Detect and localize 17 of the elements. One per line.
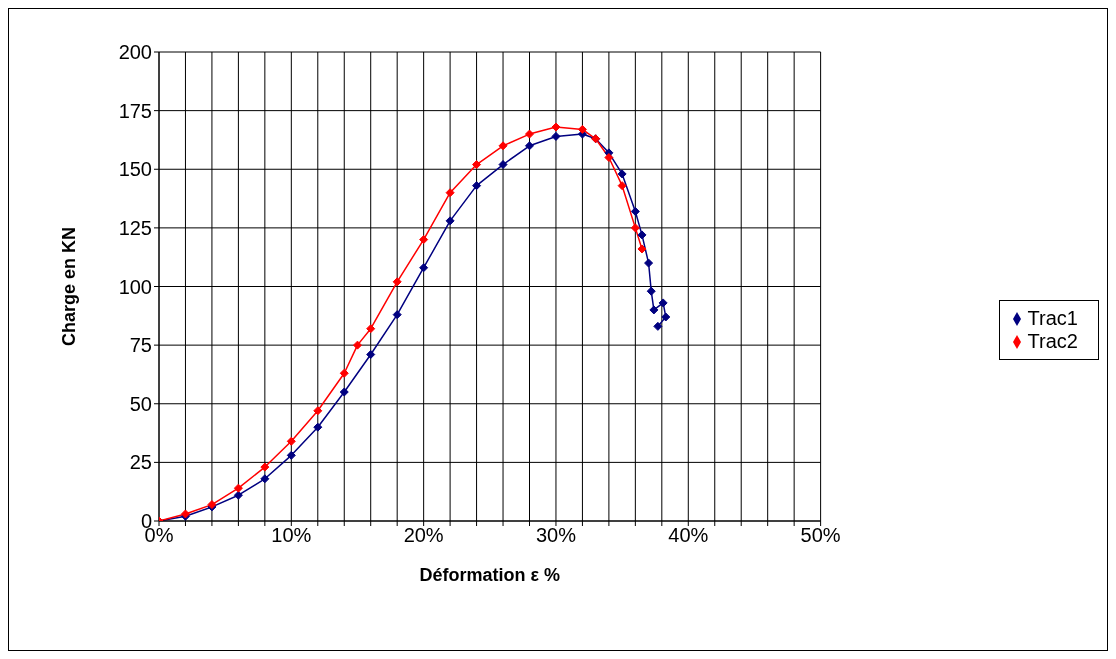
y-tick-label: 50: [129, 392, 152, 415]
x-tick-label: 10%: [271, 524, 312, 547]
y-tick-label: 100: [118, 275, 152, 298]
x-tick-label: 40%: [668, 524, 709, 547]
x-tick-label: 50%: [800, 524, 841, 547]
y-tick-label: 25: [129, 451, 152, 474]
y-tick-label: 150: [118, 158, 152, 181]
legend-label: Trac1: [1027, 306, 1078, 329]
y-tick-label: 125: [118, 216, 152, 239]
y-tick-label: 75: [129, 334, 152, 357]
y-tick-label: 175: [118, 99, 152, 122]
x-tick-label: 20%: [403, 524, 444, 547]
x-axis-title: Déformation ε %: [419, 565, 561, 585]
y-axis-title: Charge en KN: [59, 226, 80, 347]
legend-label: Trac2: [1027, 329, 1078, 352]
y-tick-label: 200: [118, 41, 152, 64]
x-tick-label: 30%: [535, 524, 577, 547]
